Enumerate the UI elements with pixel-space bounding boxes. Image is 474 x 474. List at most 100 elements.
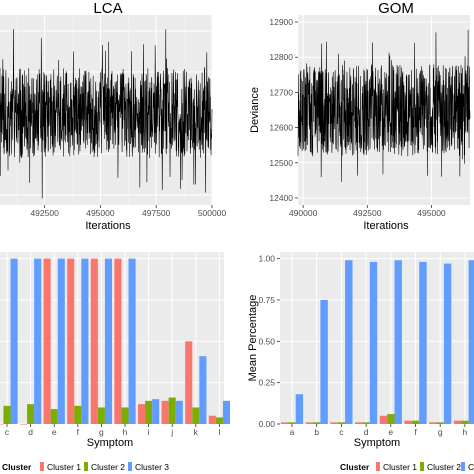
bar1-bar-k-cluster-2	[192, 407, 200, 424]
bar2-bar-b-cluster-1	[305, 422, 313, 424]
bar1-legend-label-cluster-2: Cluster 2	[91, 462, 125, 472]
bar1-x-tick-label-d: d	[28, 427, 33, 437]
bar1-bar-e-cluster-2	[50, 409, 58, 424]
gom-y-tick-label: 12800	[269, 52, 293, 62]
bar1-bar-e-cluster-3	[57, 258, 65, 424]
bar1-x-tick-label-k: k	[194, 427, 199, 437]
bar1-bar-j-cluster-2	[168, 397, 176, 424]
bar1-x-tick-label-i: i	[148, 427, 150, 437]
bar2-bar-g-cluster-2	[436, 422, 444, 424]
bar1-bar-h-cluster-1	[114, 258, 122, 424]
bar2-bar-c-cluster-2	[337, 422, 346, 424]
bar1-legend-key-cluster-1	[40, 462, 44, 471]
gom-x-tick-label: 492500	[353, 208, 382, 218]
gom-y-tick-label: 12700	[269, 87, 293, 97]
bar2-bar-f-cluster-3	[419, 261, 427, 424]
bar2-legend-label-cluster-3: Cl	[468, 462, 474, 472]
bar1-bar-c-cluster-1	[0, 424, 4, 425]
gom-y-tick-label: 12400	[269, 193, 293, 203]
bar2-legend: Cluster Cluster 1 Cluster 2 Cl	[340, 462, 474, 472]
lca-trace-line	[0, 29, 213, 199]
bar1-legend-title: Cluster	[2, 462, 32, 472]
gom-y-tick-label: 12900	[269, 17, 293, 27]
bar2-x-tick-label-d: d	[364, 427, 369, 437]
bar1-bar-c-cluster-2	[3, 405, 11, 424]
bar2-x-tick-label-b: b	[314, 427, 319, 437]
bar2-bar-f-cluster-1	[404, 420, 412, 424]
bar1-bar-d-cluster-2	[27, 404, 35, 424]
bar1-x-tick-label-e: e	[52, 427, 57, 437]
lca-x-axis-label: Iterations	[85, 220, 131, 232]
bar2-bar-d-cluster-2	[362, 422, 370, 424]
bar1-bar-f-cluster-2	[74, 405, 82, 424]
lca-x-tick-label: 500000	[198, 208, 227, 218]
bar2-bar-g-cluster-3	[443, 263, 452, 424]
bar1-bar-c-cluster-3	[10, 258, 18, 424]
bar1-bar-g-cluster-1	[90, 258, 98, 424]
bar1-bar-j-cluster-3	[175, 400, 183, 424]
bar2-x-tick-label-g: g	[438, 427, 443, 437]
bar2-y-tick-label: 1.00	[258, 254, 275, 264]
bar1-x-tick-label-g: g	[99, 427, 104, 437]
bar2-legend-key-cluster-2	[420, 462, 424, 471]
gom-y-axis-label: Deviance	[249, 87, 261, 133]
bar1-legend: Cluster Cluster 1 Cluster 2 Cluster 3	[2, 462, 169, 472]
bar2-bar-e-cluster-3	[394, 260, 402, 424]
bar1-bar-k-cluster-1	[185, 341, 193, 424]
lca-x-tick-label: 495000	[86, 208, 115, 218]
bar1-x-axis-label: Symptom	[87, 437, 133, 449]
bar2-legend-title: Cluster	[340, 462, 370, 472]
lca-x-tick-label: 492500	[30, 208, 59, 218]
bar2-y-tick-label: 0.25	[258, 378, 275, 388]
bar2-bar-h-cluster-1	[453, 420, 462, 424]
bar2-bar-b-cluster-2	[312, 422, 321, 424]
bar1-bar-g-cluster-3	[104, 258, 113, 424]
bar2-bar-a-cluster-3	[295, 394, 304, 424]
bar1-bar-d-cluster-1	[19, 424, 28, 425]
bar2-x-tick-label-f: f	[414, 427, 417, 437]
bar2-bar-e-cluster-2	[387, 414, 395, 424]
bar1-x-tick-label-h: h	[123, 427, 128, 437]
bar2-bar-c-cluster-1	[330, 422, 338, 424]
gom-x-axis-label: Iterations	[363, 220, 409, 232]
bar2-bar-c-cluster-3	[345, 260, 353, 424]
bar1-bar-f-cluster-3	[81, 258, 89, 424]
bar1-bar-g-cluster-2	[97, 407, 105, 424]
gom-title: GOM	[378, 0, 414, 17]
bar2-bar-a-cluster-2	[288, 422, 296, 424]
gom-y-tick-label: 12500	[269, 158, 293, 168]
bar1-legend-key-cluster-2	[84, 462, 88, 471]
bar2-y-tick-label: 0.00	[258, 419, 275, 429]
bar2-bar-d-cluster-3	[369, 261, 378, 424]
bar2-bar-h-cluster-3	[468, 260, 474, 424]
bar2-legend-key-cluster-1	[376, 462, 380, 471]
bar1-x-tick-label-j: j	[170, 427, 173, 437]
lca-title: LCA	[93, 0, 122, 17]
bar1-x-tick-label-c: c	[5, 427, 10, 437]
bar2-legend-key-cluster-3	[461, 462, 465, 471]
bar2-bar-g-cluster-1	[429, 422, 437, 424]
bar2-x-tick-label-e: e	[388, 427, 393, 437]
bar2-bar-e-cluster-1	[379, 415, 388, 424]
bar1-legend-key-cluster-3	[128, 462, 132, 471]
bar2-x-tick-label-a: a	[290, 427, 295, 437]
bar1-bar-l-cluster-3	[222, 400, 231, 424]
bar1-bar-j-cluster-1	[161, 400, 169, 424]
chart-marks: 492500 495000 497500 500000 12400 12500 12600 1…	[0, 17, 474, 437]
bar2-x-tick-label-h: h	[463, 427, 468, 437]
bar1-bar-l-cluster-1	[208, 415, 216, 424]
lca-x-tick-label: 497500	[142, 208, 171, 218]
bar1-bar-e-cluster-1	[43, 258, 51, 424]
bar1-bar-d-cluster-3	[34, 258, 42, 424]
bar2-legend-label-cluster-1: Cluster 1	[383, 462, 417, 472]
bar1-bar-h-cluster-3	[128, 258, 136, 424]
gom-x-tick-label: 495000	[417, 208, 446, 218]
bar1-bar-l-cluster-2	[215, 417, 223, 424]
bar1-bar-f-cluster-1	[67, 258, 75, 424]
gom-trace-line	[297, 29, 471, 182]
bar2-bar-a-cluster-1	[280, 422, 289, 424]
bar1-legend-label-cluster-3: Cluster 3	[135, 462, 169, 472]
bar2-bar-b-cluster-3	[320, 299, 328, 424]
bar1-x-tick-label-f: f	[77, 427, 80, 437]
